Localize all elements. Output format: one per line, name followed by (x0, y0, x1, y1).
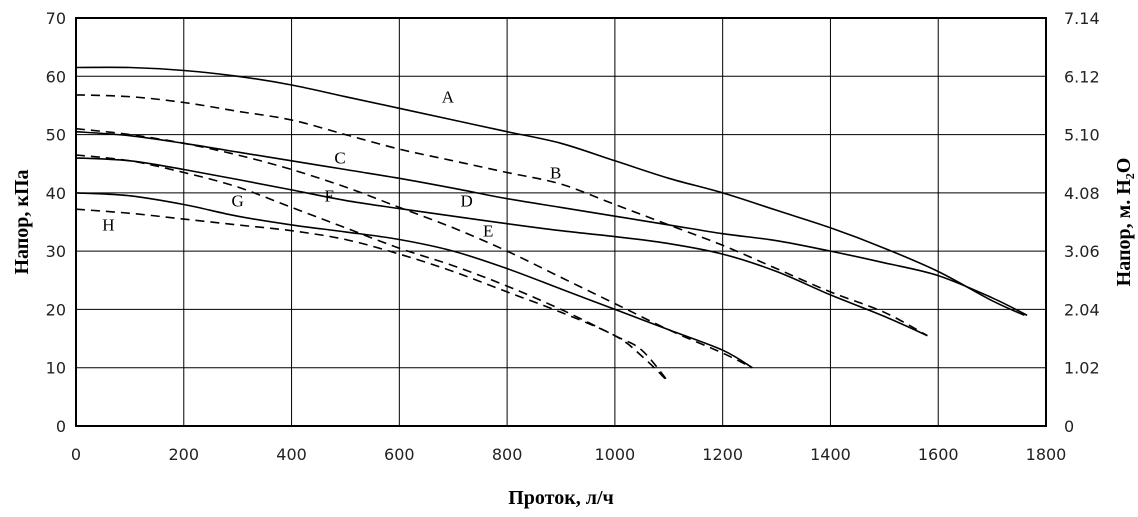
x-tick-label: 1200 (702, 445, 743, 464)
x-tick-label: 1600 (918, 445, 959, 464)
x-tick-label: 1800 (1026, 445, 1067, 464)
curve-a (75, 66, 1025, 317)
grid-lines (76, 18, 1046, 426)
y-tick-label: 0 (56, 417, 66, 436)
x-tick-label: 600 (384, 445, 415, 464)
y2-tick-label: 0 (1064, 417, 1074, 436)
x-tick-label: 800 (492, 445, 523, 464)
curve-label-f: F (325, 187, 334, 206)
x-tick-label: 200 (169, 445, 200, 464)
y2-tick-label: 3.06 (1064, 242, 1100, 261)
x-axis-title: Проток, л/ч (508, 487, 614, 509)
x-tick-label: 0 (71, 445, 81, 464)
curve-label-e: E (483, 222, 493, 241)
y-tick-label: 50 (46, 126, 66, 145)
curve-label-a: A (442, 88, 455, 107)
y-tick-label: 30 (46, 242, 66, 261)
y-tick-label: 40 (46, 184, 66, 203)
curves (75, 66, 1028, 383)
curve-label-d: D (461, 191, 473, 210)
plot-frame (75, 17, 1047, 427)
y2-tick-label: 4.08 (1064, 184, 1100, 203)
curve-c (75, 130, 1028, 317)
x-tick-label: 1400 (810, 445, 851, 464)
curve-b (75, 94, 928, 337)
curve-f (75, 154, 670, 383)
y2-tick-label: 6.12 (1064, 67, 1100, 86)
y2-tick-label: 1.02 (1064, 359, 1100, 378)
curve-label-c: C (334, 149, 345, 168)
curve-d (75, 157, 928, 337)
y2-tick-label: 2.04 (1064, 300, 1100, 319)
curve-label-g: G (232, 191, 244, 210)
curve-label-b: B (550, 163, 561, 182)
curve-h (75, 208, 670, 383)
x-tick-label: 400 (276, 445, 307, 464)
curve-label-h: H (102, 216, 114, 235)
y-tick-label: 20 (46, 300, 66, 319)
y2-tick-label: 7.14 (1064, 9, 1100, 28)
y-tick-label: 10 (46, 359, 66, 378)
y2-axis-title: Напор, м. H₂O (1113, 158, 1135, 287)
y-tick-label: 70 (46, 9, 66, 28)
y-axis-title: Напор, кПа (11, 169, 33, 274)
y2-tick-label: 5.10 (1064, 126, 1100, 145)
curve-g (75, 192, 753, 369)
x-tick-label: 1000 (595, 445, 636, 464)
y-tick-label: 60 (46, 67, 66, 86)
curve-e (75, 127, 753, 369)
curve-labels: A B C DE F G H (102, 88, 561, 241)
